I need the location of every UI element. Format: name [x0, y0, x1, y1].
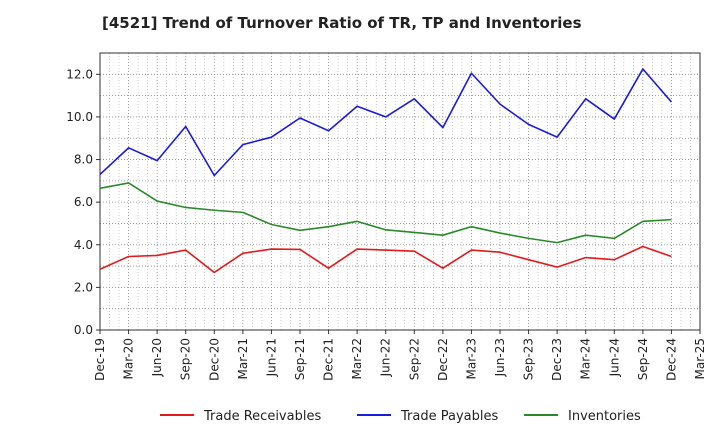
- x-tick-label: Mar-24: [579, 338, 593, 379]
- x-tick-label: Jun-21: [264, 338, 278, 377]
- x-tick-label: Mar-20: [122, 338, 136, 379]
- x-tick-label: Dec-24: [664, 338, 678, 381]
- y-tick-label: 0.0: [74, 323, 93, 337]
- x-tick-label: Dec-19: [93, 338, 107, 381]
- y-tick-label: 6.0: [74, 195, 93, 209]
- y-tick-label: 2.0: [74, 280, 93, 294]
- y-tick-label: 8.0: [74, 153, 93, 167]
- legend-label: Trade Receivables: [203, 409, 321, 424]
- x-tick-label: Jun-20: [150, 338, 164, 377]
- x-tick-label: Dec-22: [436, 338, 450, 381]
- x-tick-label: Jun-24: [607, 338, 621, 377]
- y-tick-label: 10.0: [66, 110, 93, 124]
- chart-title: [4521] Trend of Turnover Ratio of TR, TP…: [102, 14, 582, 32]
- legend-label: Inventories: [568, 409, 641, 424]
- x-tick-label: Dec-20: [207, 338, 221, 381]
- x-tick-label: Sep-20: [179, 338, 193, 380]
- x-tick-label: Sep-21: [293, 338, 307, 380]
- x-tick-label: Sep-23: [522, 338, 536, 380]
- x-tick-label: Mar-21: [236, 338, 250, 379]
- x-tick-label: Sep-22: [407, 338, 421, 380]
- legend-label: Trade Payables: [400, 409, 498, 424]
- plot-frame: [99, 52, 701, 331]
- x-tick-label: Mar-25: [693, 338, 707, 379]
- y-tick-label: 12.0: [66, 67, 93, 81]
- series-line-0: [99, 245, 672, 274]
- x-tick-label: Dec-21: [322, 338, 336, 381]
- x-tick-label: Mar-22: [350, 338, 364, 379]
- x-tick-label: Jun-22: [379, 338, 393, 377]
- x-tick-label: Sep-24: [636, 338, 650, 380]
- x-tick-label: Mar-23: [464, 338, 478, 379]
- y-tick-label: 4.0: [74, 238, 93, 252]
- x-tick-label: Dec-23: [550, 338, 564, 381]
- x-tick-label: Jun-23: [493, 338, 507, 377]
